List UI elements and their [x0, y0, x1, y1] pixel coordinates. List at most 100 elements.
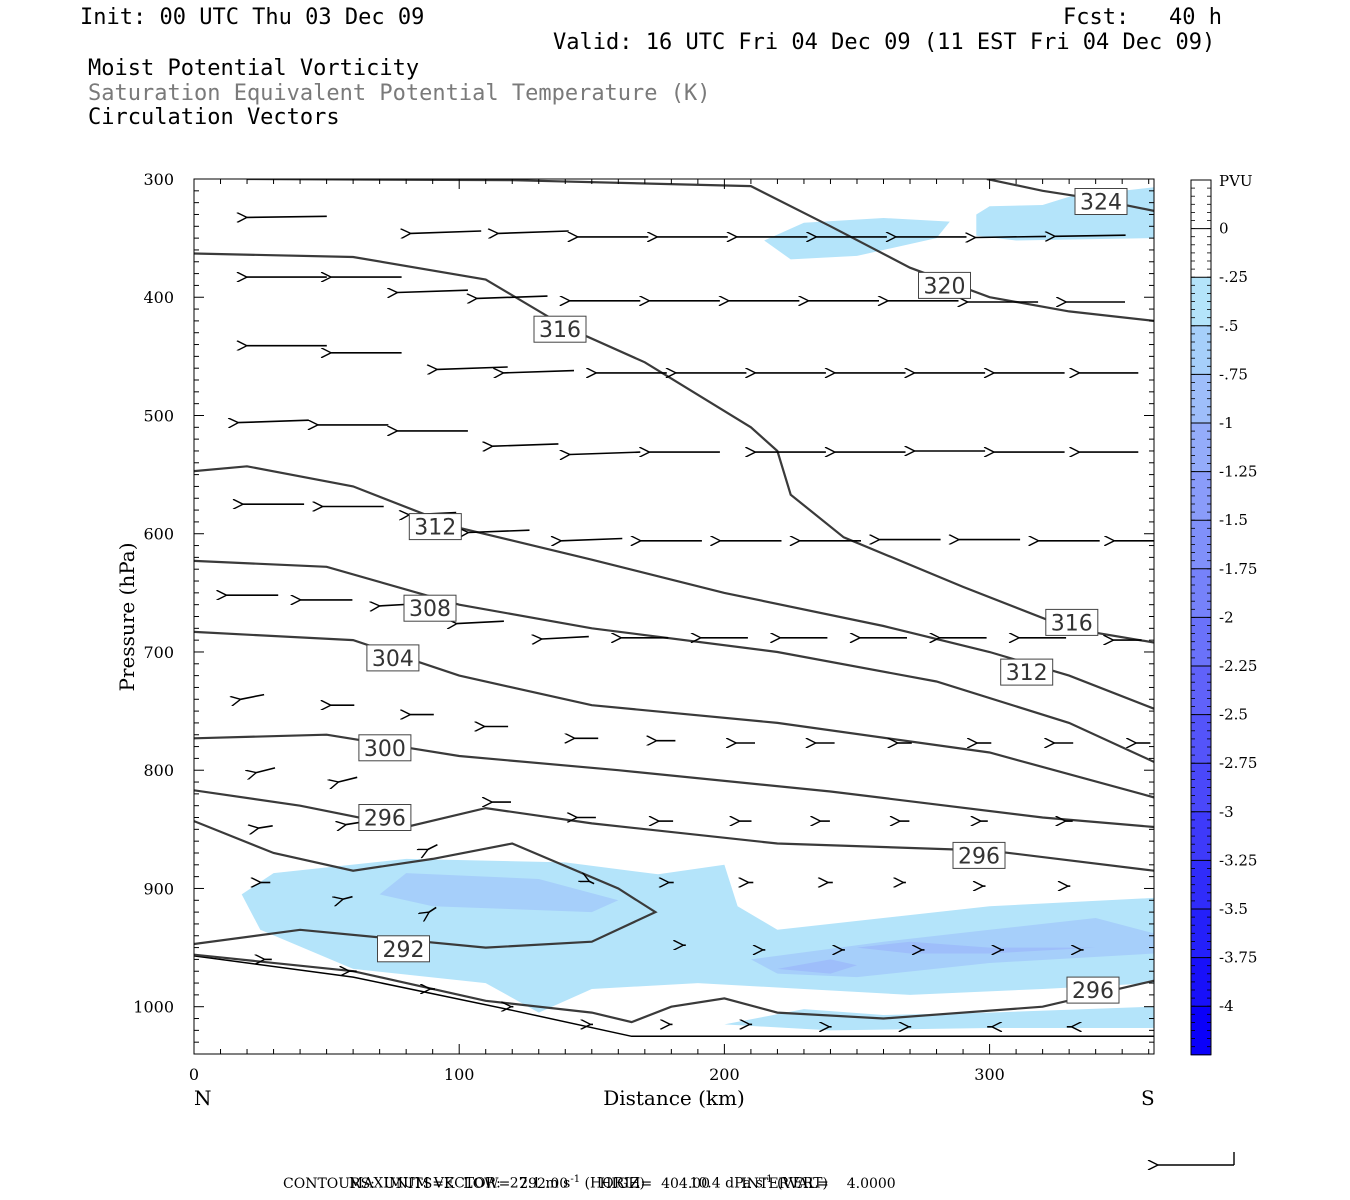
- contour-label-304: 304: [366, 644, 420, 672]
- terrain-boundary-line: [194, 955, 1154, 1038]
- reference-vector: [1158, 1152, 1235, 1165]
- contour-label-text: 296: [958, 844, 1000, 869]
- colorbar-level-label: -1: [1219, 414, 1234, 432]
- x-tick-label: 0: [189, 1065, 199, 1084]
- y-tick-label: 1000: [133, 998, 174, 1017]
- circulation-vector: [477, 296, 548, 298]
- colorbar-level-label: -.75: [1219, 365, 1248, 383]
- circulation-vector: [457, 621, 504, 623]
- contour-label-text: 324: [1080, 191, 1122, 216]
- contour-label-320: 320: [918, 271, 971, 299]
- y-tick-label: 700: [143, 643, 174, 662]
- x-tick-label: 200: [709, 1065, 740, 1084]
- circulation-vector: [570, 452, 641, 454]
- colorbar-swatch: [1191, 714, 1211, 764]
- north-label: N: [194, 1086, 212, 1110]
- contour-label-316: 316: [533, 315, 587, 343]
- contour-label-text: 316: [539, 318, 581, 343]
- contour-label-316: 316: [1045, 608, 1099, 636]
- contour-label-box: [358, 734, 412, 762]
- isentrope-320: [246, 179, 1154, 322]
- colorbar-swatch: [1191, 1006, 1211, 1056]
- contour-label-box: [952, 841, 1006, 869]
- colorbar-swatch: [1191, 374, 1211, 424]
- circulation-vector: [976, 236, 1047, 237]
- contour-label-text: 312: [414, 516, 456, 541]
- isentrope-308: [194, 559, 1154, 763]
- max-horiz-value: 27.1 m s: [509, 1175, 571, 1192]
- contour-label-text: 292: [383, 938, 425, 963]
- colorbar-swatch: [1191, 325, 1211, 375]
- pv-shading-layer: [241, 187, 1154, 1031]
- max-vert-exp: -1: [762, 1174, 773, 1185]
- isentrope-296: [194, 953, 1154, 1024]
- circulation-vector: [561, 539, 623, 541]
- contours-info-line: CONTOURS: UNITS=K LOW= 292.00 HIGH= 404.…: [283, 1176, 896, 1192]
- circulation-vector: [428, 843, 438, 850]
- contour-label-box: [366, 644, 420, 672]
- contour-label-text: 316: [1051, 611, 1093, 636]
- field-title-vectors: Circulation Vectors: [88, 105, 340, 130]
- circulation-vector: [437, 367, 508, 369]
- field-title-theta-es: Saturation Equivalent Potential Temperat…: [88, 81, 711, 106]
- contour-label-text: 308: [409, 597, 451, 622]
- isentrope-layer: [194, 179, 1154, 1038]
- y-tick-label: 800: [143, 761, 174, 780]
- contour-label-296: 296: [952, 841, 1006, 869]
- colorbar-level-label: -3.75: [1219, 949, 1257, 967]
- colorbar-swatch: [1191, 520, 1211, 570]
- circulation-vector: [493, 444, 559, 446]
- colorbar-swatch: [1191, 471, 1211, 521]
- pv-region: [764, 218, 950, 260]
- y-axis-title: Pressure (hPa): [115, 543, 139, 692]
- valid-time-label: Valid: 16 UTC Fri 04 Dec 09 (11 EST Fri …: [553, 30, 1216, 55]
- colorbar-swatch: [1191, 860, 1211, 910]
- contour-label-296: 296: [1066, 976, 1120, 1004]
- contour-label-text: 300: [364, 737, 406, 762]
- contour-label-box: [1045, 608, 1099, 636]
- circulation-vector: [343, 895, 353, 899]
- contour-label-text: 304: [372, 647, 414, 672]
- colorbar-swatch: [1191, 568, 1211, 618]
- contour-label-292: 292: [377, 935, 430, 963]
- colorbar-level-label: -3: [1219, 803, 1234, 821]
- x-axis-title: Distance (km): [603, 1086, 745, 1110]
- init-label: Init: 00 UTC Thu 03 Dec 09: [80, 5, 425, 30]
- circulation-vector: [542, 637, 589, 639]
- colorbar-swatch: [1191, 811, 1211, 861]
- colorbar-level-label: -1.25: [1219, 463, 1257, 481]
- contour-label-box: [1074, 188, 1128, 215]
- axis-layer: 300 400 500 600 700 800 900 1000 0 100 200 300: [133, 170, 1154, 1084]
- vector-layer: [227, 216, 1154, 1027]
- colorbar-level-label: -2: [1219, 608, 1234, 626]
- contour-label-box: [403, 594, 457, 622]
- contour-label-text: 320: [924, 274, 966, 299]
- circulation-vector: [346, 822, 361, 824]
- colorbar: PVU 0 -.25 -.5 -.75 -1 -1.25 -1.5 -1.75 -2 -2.25 -2…: [1190, 172, 1257, 1056]
- colorbar-swatch: [1191, 180, 1211, 230]
- y-tick-label: 900: [143, 879, 174, 898]
- circulation-vector: [338, 776, 358, 782]
- y-tick-label: 600: [143, 525, 174, 544]
- colorbar-level-label: -2.25: [1219, 657, 1257, 675]
- pv-region: [777, 959, 857, 974]
- colorbar-level-label: -.25: [1219, 268, 1248, 286]
- circulation-vector: [468, 530, 530, 532]
- y-tick-label: 300: [143, 170, 174, 189]
- colorbar-swatch: [1191, 228, 1211, 278]
- contour-label-text: 296: [1072, 979, 1114, 1004]
- colorbar-level-label: 0: [1219, 220, 1229, 238]
- contour-label-box: [408, 513, 462, 541]
- contour-label-text: 296: [364, 807, 406, 832]
- x-tick-label: 100: [444, 1065, 475, 1084]
- field-title-pv: Moist Potential Vorticity: [88, 56, 420, 81]
- south-label: S: [1141, 1086, 1155, 1110]
- isentrope-304: [194, 630, 1154, 799]
- circulation-vector: [504, 371, 575, 373]
- colorbar-swatch: [1191, 666, 1211, 716]
- circulation-vector: [411, 231, 482, 233]
- contour-label-box: [377, 935, 430, 963]
- colorbar-level-label: -2.5: [1219, 706, 1248, 724]
- circulation-vector: [429, 906, 437, 912]
